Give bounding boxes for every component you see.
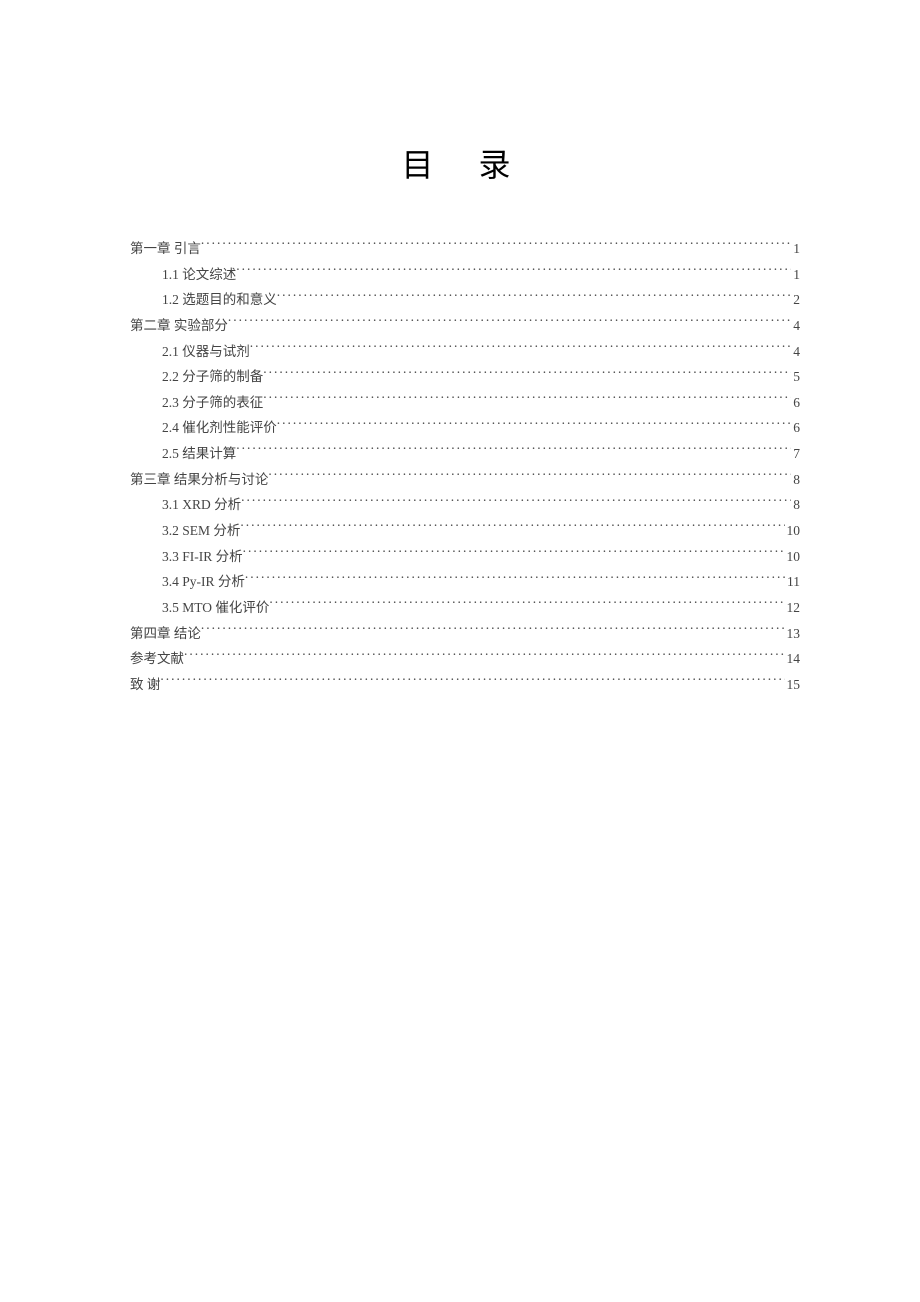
toc-entry-label: 3.3 FI-IR 分析 — [162, 544, 243, 570]
toc-entry-label: 第四章 结论 — [130, 621, 201, 647]
toc-entry-label: 致 谢 — [130, 672, 160, 698]
toc-entry: 2.5 结果计算 7 — [130, 441, 800, 467]
toc-leader-dots — [184, 650, 785, 664]
toc-leader-dots — [269, 598, 784, 612]
toc-entry: 3.2 SEM 分析 10 — [130, 518, 800, 544]
toc-entry: 3.3 FI-IR 分析 10 — [130, 544, 800, 570]
toc-entry-page: 8 — [791, 492, 800, 518]
toc-entry-label: 3.5 MTO 催化评价 — [162, 595, 269, 621]
toc-entry-label: 第二章 实验部分 — [130, 313, 228, 339]
toc-entry-label: 2.5 结果计算 — [162, 441, 236, 467]
toc-entry-label: 第一章 引言 — [130, 236, 201, 262]
toc-entry-page: 6 — [791, 415, 800, 441]
toc-entry: 1.2 选题目的和意义 2 — [130, 287, 800, 313]
toc-leader-dots — [241, 496, 791, 510]
toc-entry-label: 1.1 论文综述 — [162, 262, 236, 288]
toc-entry-label: 3.2 SEM 分析 — [162, 518, 240, 544]
toc-entry: 致 谢 15 — [130, 672, 800, 698]
toc-entry-page: 8 — [791, 467, 800, 493]
toc-entry-label: 参考文献 — [130, 646, 184, 672]
toc-entry: 3.4 Py-IR 分析 11 — [130, 569, 800, 595]
toc-leader-dots — [263, 393, 791, 407]
toc-entry-page: 15 — [785, 672, 801, 698]
toc-entry-label: 第三章 结果分析与讨论 — [130, 467, 268, 493]
toc-leader-dots — [243, 547, 785, 561]
toc-entry: 第一章 引言 1 — [130, 236, 800, 262]
toc-entry: 2.4 催化剂性能评价 6 — [130, 415, 800, 441]
toc-leader-dots — [263, 368, 791, 382]
toc-leader-dots — [201, 240, 791, 254]
toc-entry: 第三章 结果分析与讨论 8 — [130, 467, 800, 493]
toc-entry: 参考文献 14 — [130, 646, 800, 672]
toc-entry-label: 2.2 分子筛的制备 — [162, 364, 263, 390]
toc-entry-page: 12 — [785, 595, 801, 621]
toc-leader-dots — [250, 342, 792, 356]
toc-leader-dots — [201, 624, 785, 638]
toc-entry-page: 7 — [791, 441, 800, 467]
toc-leader-dots — [236, 265, 791, 279]
toc-entry-page: 1 — [791, 236, 800, 262]
toc-entry-label: 3.4 Py-IR 分析 — [162, 569, 245, 595]
toc-entry-label: 1.2 选题目的和意义 — [162, 287, 277, 313]
toc-entry: 2.3 分子筛的表征 6 — [130, 390, 800, 416]
toc-entry-page: 4 — [791, 339, 800, 365]
toc-entry: 3.5 MTO 催化评价 12 — [130, 595, 800, 621]
toc-leader-dots — [277, 419, 792, 433]
toc-entry: 3.1 XRD 分析 8 — [130, 492, 800, 518]
toc-leader-dots — [240, 522, 784, 536]
toc-entry-page: 10 — [785, 518, 801, 544]
toc-entry-page: 4 — [791, 313, 800, 339]
toc-entry-label: 2.3 分子筛的表征 — [162, 390, 263, 416]
toc-entry-page: 13 — [785, 621, 801, 647]
toc-entry: 第二章 实验部分 4 — [130, 313, 800, 339]
toc-entry-label: 2.1 仪器与试剂 — [162, 339, 250, 365]
toc-entry-page: 11 — [785, 569, 800, 595]
toc-entry-label: 3.1 XRD 分析 — [162, 492, 241, 518]
toc-entry: 2.1 仪器与试剂 4 — [130, 339, 800, 365]
toc-entry-label: 2.4 催化剂性能评价 — [162, 415, 277, 441]
toc-leader-dots — [228, 316, 791, 330]
toc-entry: 1.1 论文综述 1 — [130, 262, 800, 288]
toc-list: 第一章 引言11.1 论文综述11.2 选题目的和意义2第二章 实验部分42.1… — [130, 236, 800, 698]
toc-entry-page: 14 — [785, 646, 801, 672]
toc-entry-page: 5 — [791, 364, 800, 390]
toc-entry-page: 10 — [785, 544, 801, 570]
toc-leader-dots — [160, 675, 784, 689]
toc-leader-dots — [268, 470, 791, 484]
toc-leader-dots — [245, 573, 785, 587]
toc-entry: 2.2 分子筛的制备 5 — [130, 364, 800, 390]
toc-entry-page: 2 — [791, 287, 800, 313]
toc-title: 目 录 — [130, 140, 800, 186]
toc-leader-dots — [277, 291, 792, 305]
toc-entry-page: 1 — [791, 262, 800, 288]
toc-entry: 第四章 结论 13 — [130, 621, 800, 647]
toc-leader-dots — [236, 445, 791, 459]
toc-entry-page: 6 — [791, 390, 800, 416]
